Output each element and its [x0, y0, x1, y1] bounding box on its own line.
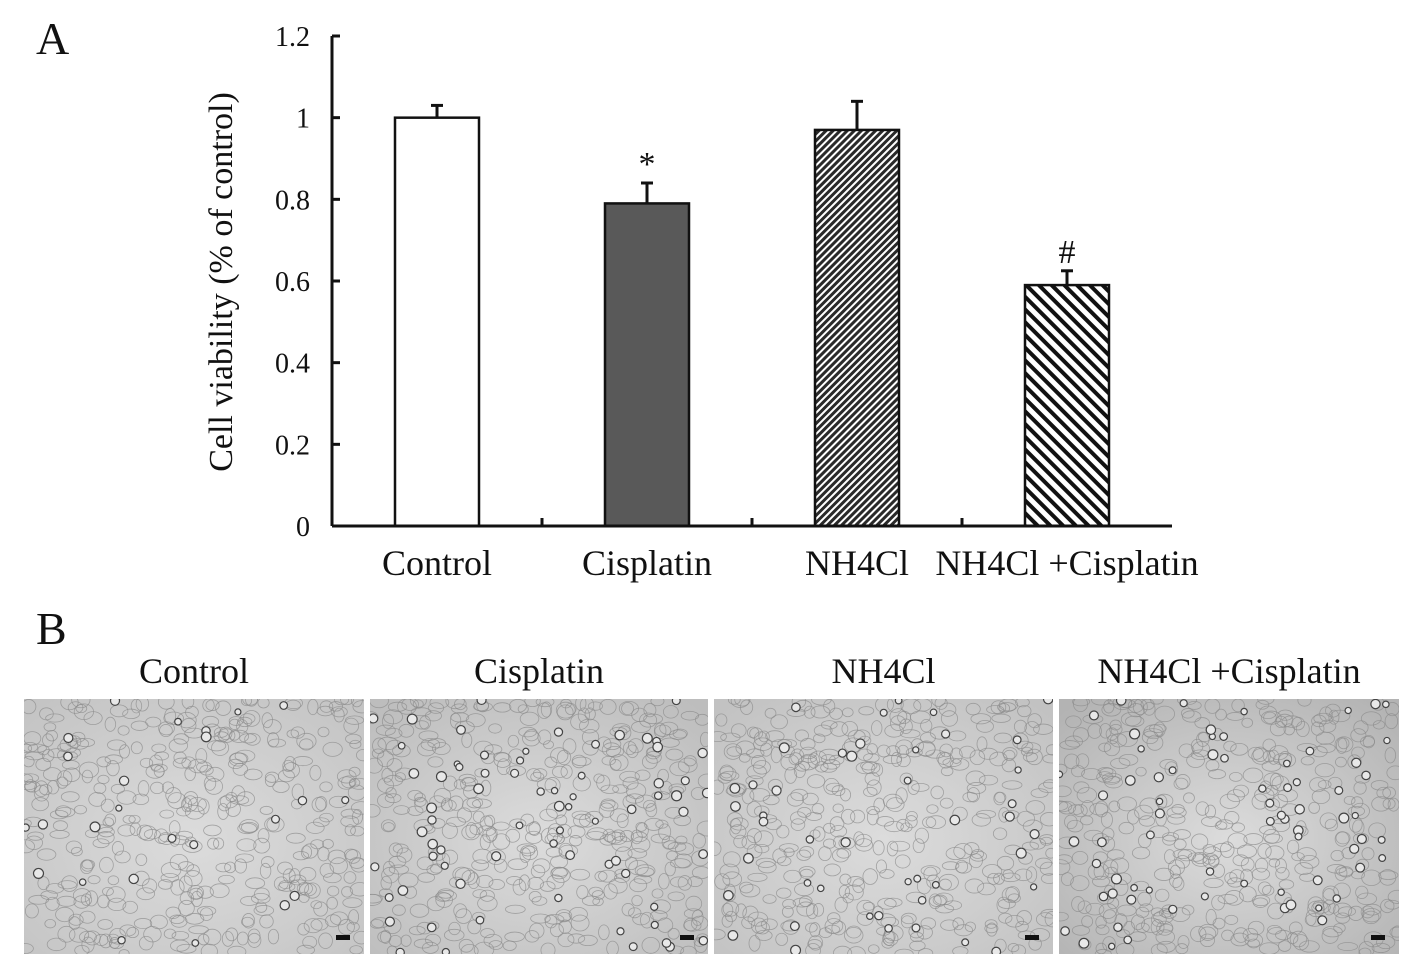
scale-bar: [680, 935, 694, 940]
bar-nh4cl-cisplatin: [1023, 283, 1111, 528]
micrograph-title: Control: [138, 651, 249, 691]
y-tick-label: 0.4: [275, 349, 310, 380]
micrograph-image: [714, 699, 1053, 954]
x-tick-label: NH4Cl: [805, 543, 909, 583]
y-tick-label: 1: [296, 104, 310, 135]
micrograph-image: [1059, 699, 1399, 954]
bar-control: [393, 116, 481, 528]
significance-marker: *: [639, 146, 656, 183]
y-tick-label: 0.2: [275, 430, 310, 461]
x-tick-label: Cisplatin: [582, 543, 712, 583]
micrograph-image: [24, 699, 364, 954]
x-tick-label: Control: [382, 543, 492, 583]
panel-label-b: B: [36, 603, 67, 654]
micrograph-title: Cisplatin: [473, 651, 604, 691]
y-axis-label: Cell viability (% of control): [203, 92, 240, 472]
micrograph-image: [370, 699, 708, 954]
bar-nh4cl: [813, 128, 901, 528]
y-tick-label: 0: [296, 512, 310, 543]
y-tick-label: 1.2: [275, 22, 310, 53]
bar-cisplatin: [603, 202, 691, 528]
y-tick-label: 0.6: [275, 267, 310, 298]
bar-chart: Cell viability (% of control) 0 0.2 0.4 0.6…: [203, 22, 1199, 583]
micrograph-title: NH4Cl +Cisplatin: [1097, 651, 1361, 691]
y-tick-label: 0.8: [275, 185, 310, 216]
scale-bar: [1025, 935, 1039, 940]
x-tick-label: NH4Cl +Cisplatin: [935, 543, 1198, 583]
significance-marker: #: [1059, 234, 1076, 271]
panel-label-a: A: [36, 13, 70, 64]
micrograph-title: NH4Cl: [831, 651, 936, 691]
scale-bar: [1371, 935, 1385, 940]
scale-bar: [336, 935, 350, 940]
